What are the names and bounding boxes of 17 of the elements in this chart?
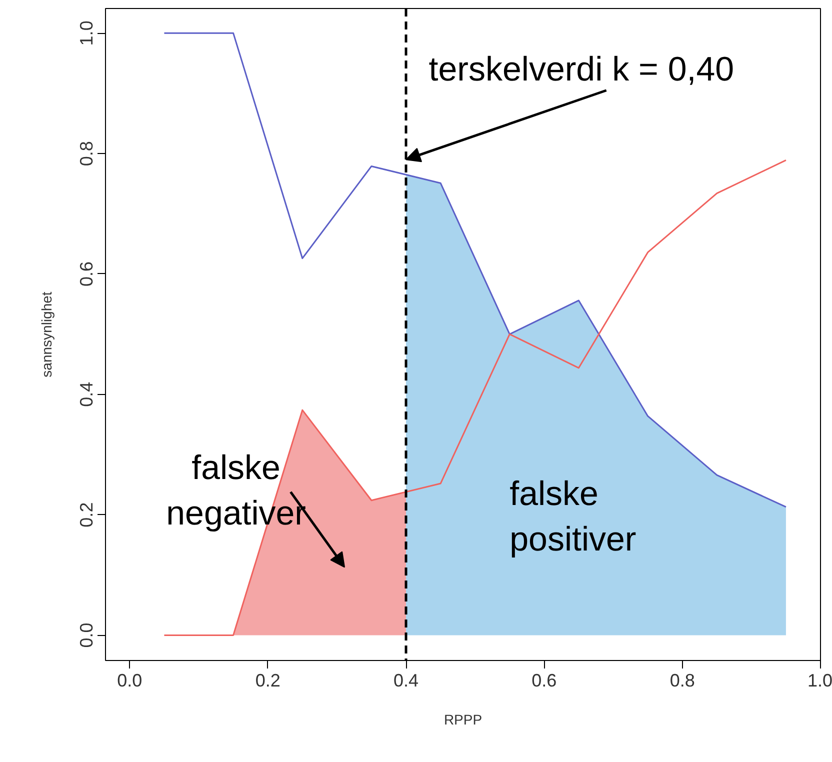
y-tick-label: 0.0 xyxy=(76,622,96,648)
x-tick-label: 0.2 xyxy=(255,670,280,690)
x-tick-label: 0.8 xyxy=(670,670,695,690)
y-axis-title: sannsynlighet xyxy=(38,292,54,378)
y-tick-label: 0.2 xyxy=(76,502,96,528)
annotation: falske positiver xyxy=(510,474,636,558)
x-tick-label: 0.0 xyxy=(117,670,142,690)
x-tick-label: 0.6 xyxy=(532,670,557,690)
y-tick-label: 1.0 xyxy=(76,20,96,46)
y-tick-label: 0.8 xyxy=(76,141,96,166)
x-axis-title: RPPP xyxy=(444,712,482,728)
y-tick-label: 0.6 xyxy=(76,261,96,287)
y-tick-label: 0.4 xyxy=(76,382,96,407)
x-tick-label: 1.0 xyxy=(807,670,832,690)
x-tick-label: 0.4 xyxy=(393,670,419,690)
annotation: terskelverdi k = 0,40 xyxy=(428,50,734,88)
line-series xyxy=(163,159,787,636)
